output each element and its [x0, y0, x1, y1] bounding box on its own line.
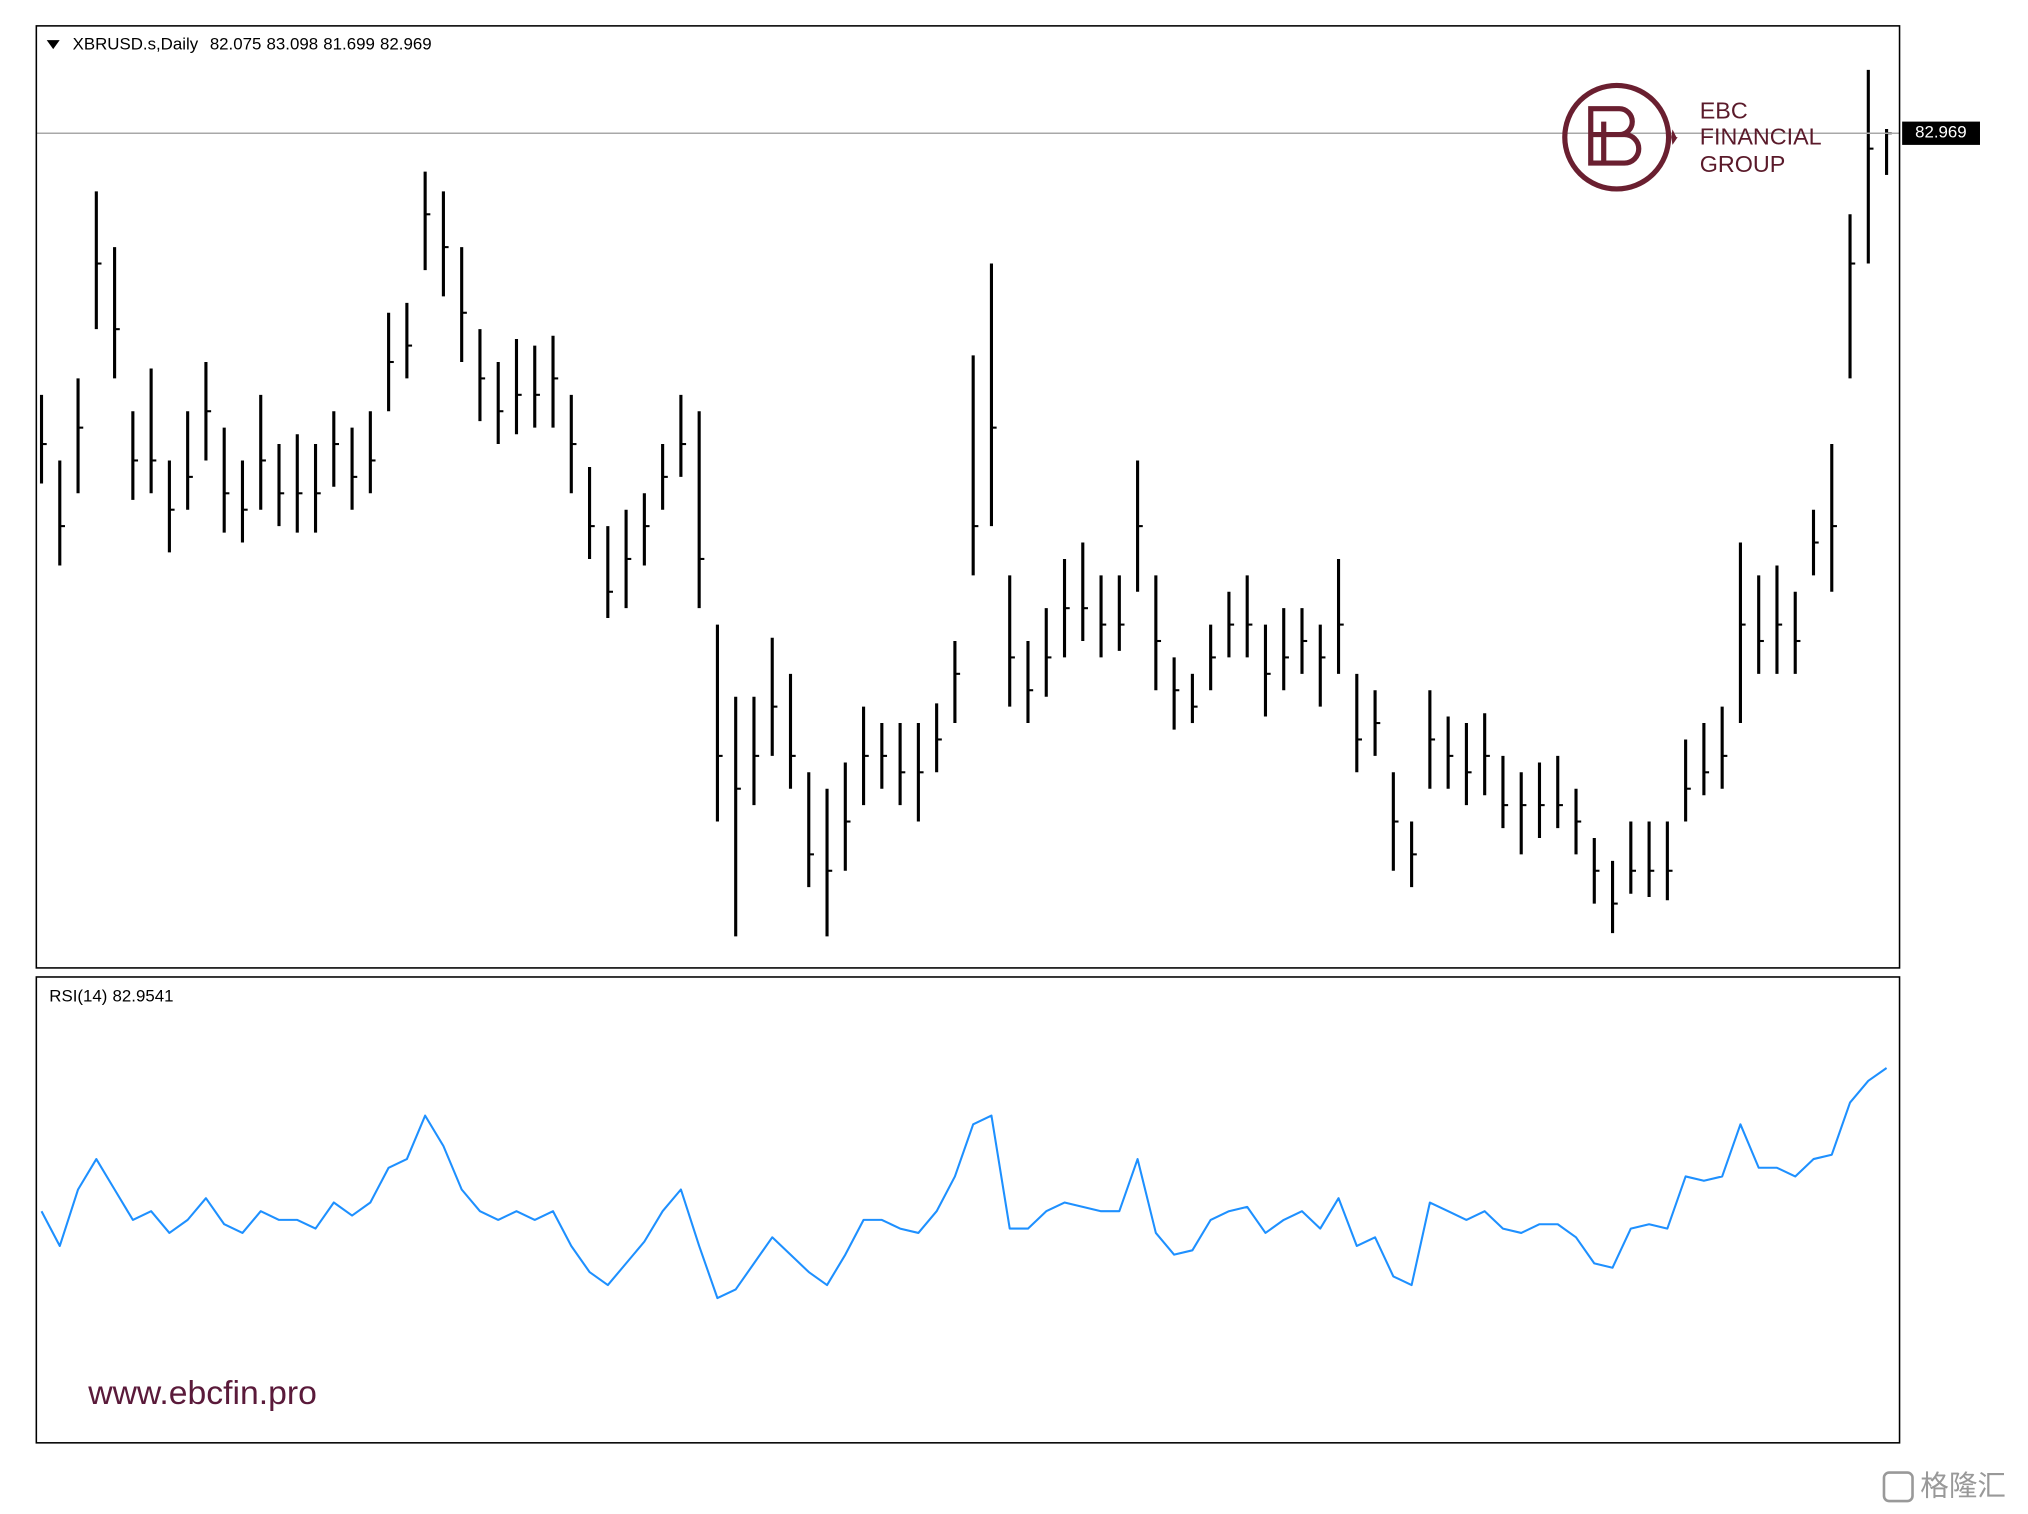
symbol: XBRUSD.s,Daily [73, 35, 199, 54]
open-value: 82.075 [210, 35, 262, 54]
header-arrow [46, 40, 60, 50]
low-value: 81.699 [323, 35, 375, 54]
brand-line2: FINANCIAL [1700, 124, 1822, 150]
url-watermark: www.ebcfin.pro [87, 1375, 317, 1412]
last-price-label: 82.969 [1915, 123, 1967, 142]
logo-mark [1588, 106, 1642, 166]
close-value: 82.969 [380, 35, 432, 54]
rsi-title: RSI(14) [49, 987, 107, 1006]
rsi-header: RSI(14) 82.9541 [49, 987, 173, 1006]
high-value: 83.098 [267, 35, 319, 54]
brand: EBC [1700, 98, 1748, 124]
main-panel-frame [35, 25, 1901, 969]
rsi-panel-frame [35, 976, 1901, 1444]
logo-ring [1562, 82, 1672, 192]
source-icon [1882, 1471, 1914, 1503]
last-price-box [1902, 121, 1980, 145]
source-watermark: 格隆汇 [1920, 1471, 2006, 1503]
rsi-line [40, 1067, 1888, 1300]
logo-star [1664, 129, 1685, 145]
rsi-current: 82.9541 [113, 987, 174, 1006]
logo: EBC FINANCIAL GROUP [1562, 82, 1822, 192]
source-box [1847, 1464, 2028, 1514]
brand-line3: GROUP [1700, 151, 1786, 177]
axis-layer: 82.969 [1902, 121, 1980, 145]
header: XBRUSD.s,Daily 82.075 83.098 81.699 82.969 [73, 35, 432, 54]
